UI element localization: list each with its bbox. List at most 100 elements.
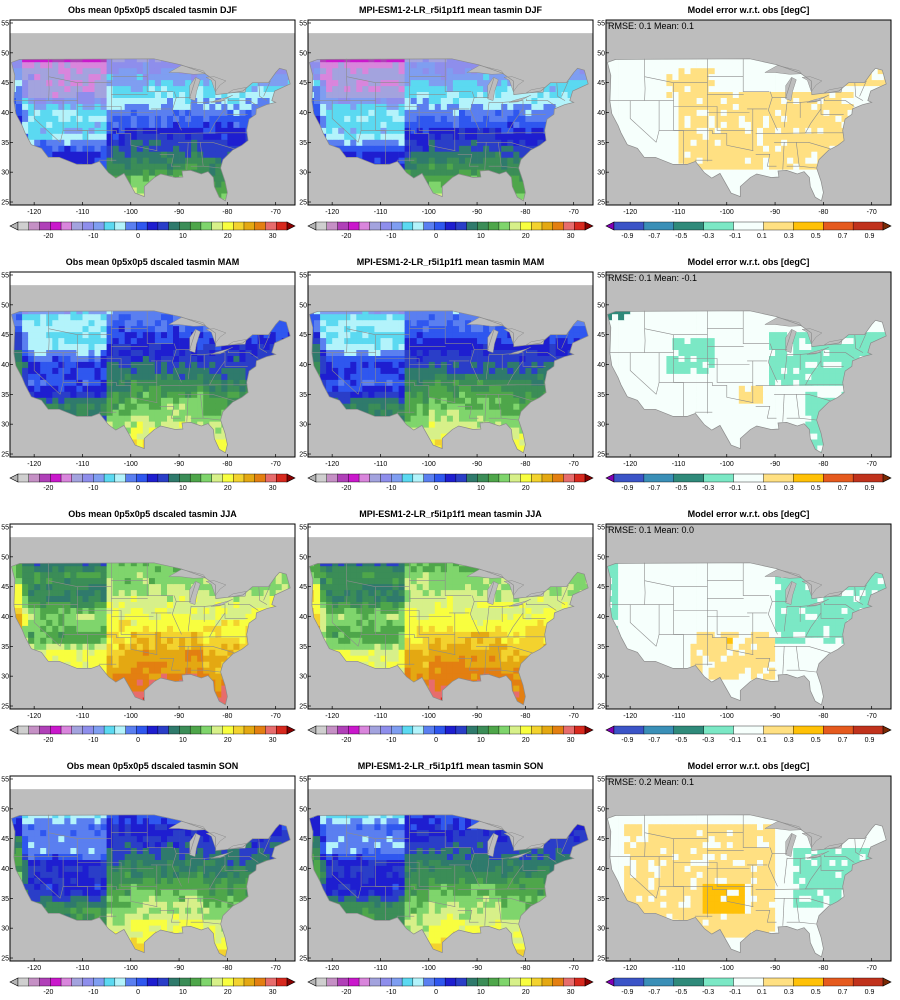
data-cell [805,145,812,152]
colorbar-swatch [498,221,511,231]
data-cell [811,139,818,146]
data-cell [410,133,417,140]
data-cell [452,115,460,122]
data-cell [477,163,484,170]
data-cell [636,133,643,140]
data-cell [320,58,327,63]
data-cell [501,121,508,128]
state-border [228,98,259,107]
data-cell [88,397,95,404]
data-cell [185,403,192,410]
data-cell [714,139,722,146]
data-cell [233,139,240,146]
data-cell [732,157,740,164]
state-border [263,80,271,97]
data-cell [775,163,782,170]
data-cell [513,187,520,194]
data-cell [750,67,758,75]
data-cell [161,79,168,87]
data-cell [513,91,520,98]
data-cell [58,151,65,158]
data-cell [167,133,174,140]
data-cell [636,145,643,152]
data-cell [380,145,387,152]
y-tick-label: 40 [299,110,307,117]
data-cell [161,109,168,116]
data-cell [708,58,715,63]
data-cell [154,67,162,75]
data-cell [543,109,550,116]
data-cell [332,79,339,87]
data-cell [452,121,460,128]
data-cell [46,397,53,404]
data-cell [221,133,228,140]
state-border [561,80,569,97]
data-cell [161,133,168,140]
data-cell [519,139,526,146]
data-cell [537,121,544,128]
data-cell [173,91,180,98]
x-tick-label: -100 [124,209,138,216]
data-cell [46,85,53,92]
data-cell [130,433,138,440]
data-cell [136,397,144,404]
data-cell [118,67,126,75]
state-border [331,100,359,143]
x-tick-label: -120 [27,209,41,216]
data-cell [744,73,752,81]
data-cell [239,139,246,146]
data-cell [732,175,740,182]
data-cell [666,73,673,81]
data-cell [124,415,132,422]
data-cell [40,103,47,110]
data-cell [398,73,405,81]
data-cell [811,103,818,110]
data-cell [64,115,71,122]
data-cell [64,85,71,92]
data-cell [221,127,228,134]
data-cell [708,115,715,122]
data-cell [368,145,375,152]
data-cell [648,109,655,116]
data-cell [148,139,156,146]
data-cell [452,61,460,69]
data-cell [501,85,508,92]
data-cell [720,58,728,63]
data-cell [793,145,800,152]
data-cell [392,73,399,81]
data-cell [112,145,119,152]
data-cell [124,157,132,164]
data-cell [124,79,132,87]
data-cell [817,139,824,146]
data-cell [452,91,460,98]
data-cell [805,103,812,110]
data-cell [543,115,550,122]
data-cell [642,127,649,134]
data-cell [871,67,879,75]
data-cell [350,133,357,140]
data-cell [428,67,436,75]
data-cell [161,415,168,422]
data-cell [251,85,258,92]
data-cell [185,85,192,92]
data-cell [501,79,508,87]
data-cell [100,85,107,92]
data-cell [465,145,472,152]
data-cell [750,139,758,146]
map-top-blank [10,272,295,286]
data-cell [350,115,357,122]
colorbar: -0.9 -0.7 -0.5 -0.3 -0.1 0.1 0.3 0.5 0.7 0.9 [605,221,892,240]
colorbar-swatch [613,221,645,231]
data-cell [757,97,764,104]
data-cell [281,79,289,87]
data-cell [326,103,333,110]
data-cell [88,58,95,63]
data-cell [161,97,168,104]
data-cell [750,121,758,128]
data-cell [708,169,715,176]
data-cell [221,187,228,194]
data-cell [446,175,454,182]
data-cell [690,91,697,98]
data-cell [507,169,514,176]
data-cell [148,163,156,170]
